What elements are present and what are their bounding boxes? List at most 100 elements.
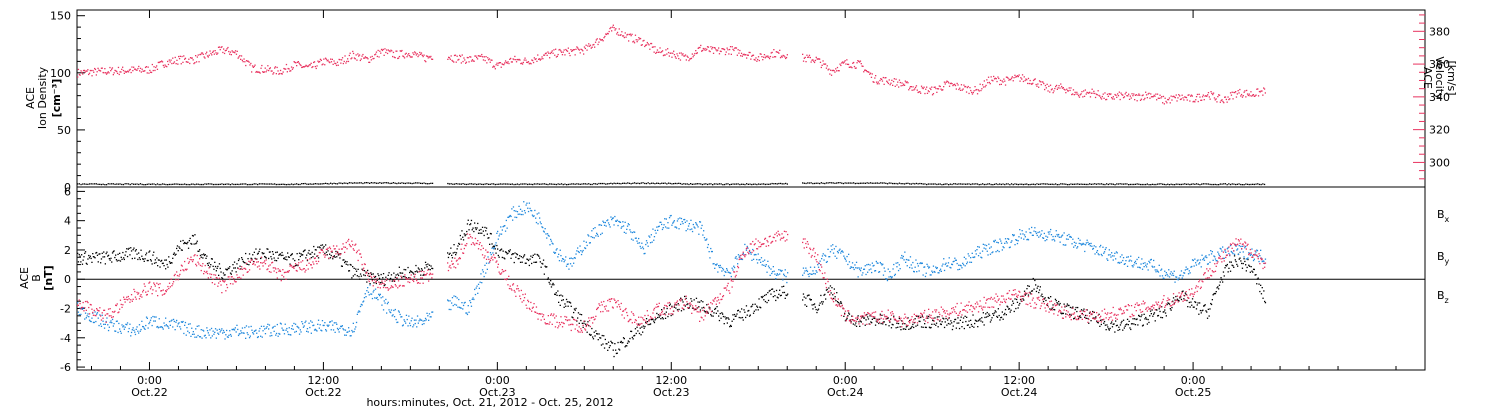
by-point <box>157 327 160 329</box>
bx-point <box>350 264 352 266</box>
velocity-point <box>910 86 912 88</box>
bx-point <box>624 346 626 348</box>
by-point <box>977 246 979 248</box>
velocity-point <box>1222 100 1224 103</box>
by-point <box>599 224 601 226</box>
density-point <box>290 183 293 185</box>
by-point <box>783 273 785 275</box>
velocity-point <box>286 71 288 73</box>
velocity-point <box>147 66 149 68</box>
bx-point <box>916 315 918 317</box>
bx-point <box>1069 313 1071 315</box>
density-point <box>178 183 181 186</box>
velocity-point <box>778 52 780 54</box>
by-point <box>454 303 456 306</box>
by-point <box>1061 234 1064 236</box>
bx-point <box>1115 325 1118 327</box>
density-point <box>1151 183 1154 185</box>
velocity-point <box>1040 84 1042 86</box>
velocity-point <box>496 62 498 64</box>
bx-point <box>1079 315 1081 317</box>
by-point <box>481 282 483 284</box>
bx-point <box>1148 321 1150 324</box>
bx-point <box>336 256 338 258</box>
by-point <box>500 233 503 235</box>
velocity-tick-label: 320 <box>1429 124 1450 137</box>
velocity-point <box>784 56 786 58</box>
by-point <box>511 208 513 210</box>
density-point <box>676 182 678 185</box>
by-point <box>92 312 94 314</box>
bx-point <box>905 328 907 330</box>
bx-point <box>481 226 484 228</box>
bx-point <box>1115 320 1117 322</box>
density-point <box>221 183 223 185</box>
bx-point <box>405 277 408 279</box>
velocity-point <box>1094 92 1096 95</box>
density-point <box>494 183 496 186</box>
by-point <box>845 260 847 262</box>
bx-point <box>1114 331 1116 333</box>
by-point <box>210 337 212 339</box>
by-point <box>851 266 853 269</box>
velocity-point <box>258 71 260 73</box>
density-point <box>105 184 108 186</box>
density-point <box>712 184 714 186</box>
velocity-point <box>985 84 987 87</box>
bx-point <box>1108 329 1110 331</box>
velocity-point <box>1200 99 1202 101</box>
by-point <box>682 222 684 225</box>
by-point <box>463 302 465 304</box>
by-point <box>1038 236 1040 238</box>
velocity-point <box>245 60 248 62</box>
velocity-point <box>381 49 384 52</box>
velocity-point <box>104 68 106 70</box>
density-point <box>299 183 301 186</box>
bx-point <box>250 257 252 259</box>
bx-point <box>992 313 994 315</box>
bx-point <box>137 258 139 261</box>
by-point <box>468 311 470 313</box>
bx-point <box>88 257 91 259</box>
bx-point <box>159 266 161 268</box>
bx-point <box>1054 298 1057 300</box>
velocity-point <box>566 49 568 52</box>
velocity-point <box>547 51 549 53</box>
velocity-point <box>864 69 866 71</box>
by-point <box>458 306 461 308</box>
velocity-point <box>895 78 897 80</box>
by-point <box>359 305 362 308</box>
velocity-point <box>847 63 849 65</box>
bx-point <box>593 331 595 333</box>
by-point <box>858 267 860 269</box>
by-point <box>879 261 881 264</box>
bx-point <box>1092 317 1095 319</box>
bx-point <box>129 254 131 256</box>
by-point <box>592 228 595 230</box>
velocity-point <box>586 49 588 51</box>
by-point <box>821 255 824 257</box>
velocity-point <box>1101 95 1103 98</box>
density-point <box>163 183 165 185</box>
by-point <box>494 244 496 246</box>
bx-point <box>827 291 829 293</box>
bx-point <box>363 270 366 272</box>
velocity-point <box>257 71 259 73</box>
bx-point <box>787 293 789 295</box>
bx-point <box>1013 310 1015 313</box>
by-point <box>679 217 681 219</box>
bx-point <box>1105 329 1107 331</box>
velocity-point <box>1208 96 1210 98</box>
bx-point <box>961 326 963 328</box>
bx-point <box>234 267 236 269</box>
bx-point <box>985 316 988 318</box>
velocity-point <box>891 79 893 81</box>
velocity-point <box>843 61 845 63</box>
velocity-point <box>589 44 592 46</box>
density-point <box>250 183 252 186</box>
by-point <box>364 293 366 295</box>
x-tick-date: Oct.23 <box>479 386 516 399</box>
by-point <box>1042 237 1044 239</box>
bx-point <box>710 313 712 316</box>
velocity-point <box>332 63 334 65</box>
